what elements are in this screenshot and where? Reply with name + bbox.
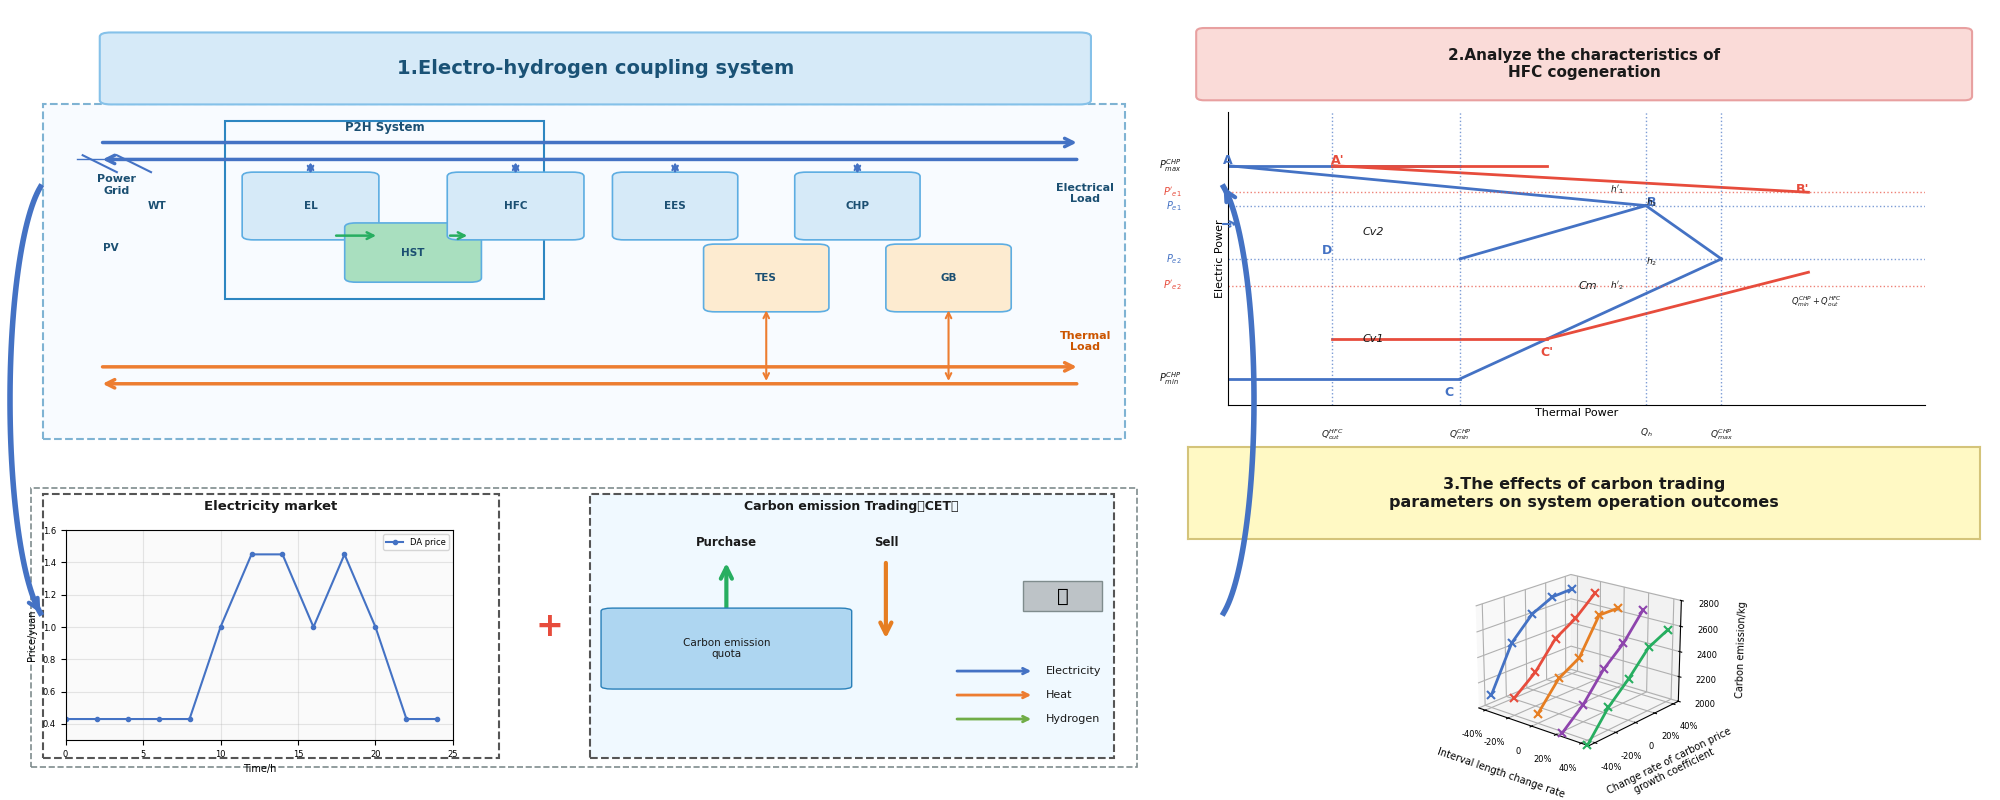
Y-axis label: Price/yuan: Price/yuan [28, 610, 38, 661]
Text: Hydrogen: Hydrogen [1046, 714, 1100, 724]
Text: $P^{CHP}_{min}$: $P^{CHP}_{min}$ [1158, 370, 1182, 387]
DA price [84, 714, 108, 724]
Text: B': B' [1796, 183, 1810, 196]
Text: 2.Analyze the characteristics of
HFC cogeneration: 2.Analyze the characteristics of HFC cog… [1448, 48, 1720, 80]
FancyBboxPatch shape [794, 172, 920, 240]
DA price [54, 714, 78, 724]
Text: Electricity market: Electricity market [204, 500, 338, 513]
FancyBboxPatch shape [448, 172, 584, 240]
X-axis label: Interval length change rate: Interval length change rate [1436, 746, 1566, 799]
Text: Electrical
Load: Electrical Load [1056, 182, 1114, 204]
Text: EES: EES [664, 201, 686, 211]
Text: 🏭: 🏭 [1056, 586, 1068, 606]
Text: $P^{CHP}_{max}$: $P^{CHP}_{max}$ [1158, 158, 1182, 174]
Text: Cv1: Cv1 [1362, 334, 1384, 344]
FancyBboxPatch shape [100, 33, 1090, 105]
Text: $Q_h$: $Q_h$ [1640, 426, 1652, 439]
FancyBboxPatch shape [612, 172, 738, 240]
FancyBboxPatch shape [704, 244, 828, 312]
Y-axis label: Electric Power: Electric Power [1216, 219, 1226, 298]
Text: Cm: Cm [1578, 281, 1598, 290]
Text: Power
Grid: Power Grid [98, 174, 136, 196]
Text: HST: HST [402, 247, 424, 258]
Text: $P'_{e2}$: $P'_{e2}$ [1162, 278, 1182, 293]
Text: 3.The effects of carbon trading
parameters on system operation outcomes: 3.The effects of carbon trading paramete… [1390, 478, 1780, 510]
Text: $h_2$: $h_2$ [1646, 255, 1658, 268]
Text: $Q^{CHP}_{min}+Q^{HFC}_{out}$: $Q^{CHP}_{min}+Q^{HFC}_{out}$ [1792, 294, 1842, 309]
DA price [116, 714, 140, 724]
Text: EL: EL [304, 201, 318, 211]
Text: $Q^{CHP}_{min}$: $Q^{CHP}_{min}$ [1448, 426, 1472, 442]
Text: $Q^{HFC}_{out}$: $Q^{HFC}_{out}$ [1322, 426, 1344, 442]
Y-axis label: Change rate of carbon price
growth coefficient: Change rate of carbon price growth coeff… [1606, 726, 1738, 800]
FancyBboxPatch shape [1022, 581, 1102, 611]
FancyBboxPatch shape [42, 105, 1126, 438]
Text: Cv2: Cv2 [1362, 227, 1384, 238]
Text: D: D [1322, 245, 1332, 258]
FancyBboxPatch shape [344, 223, 482, 282]
DA price [394, 714, 418, 724]
Text: C: C [1444, 386, 1454, 398]
X-axis label: Time/h: Time/h [242, 764, 276, 774]
Text: C': C' [1540, 346, 1554, 358]
Text: $Q^{CHP}_{max}$: $Q^{CHP}_{max}$ [1710, 426, 1732, 442]
Text: Carbon emission Trading（CET）: Carbon emission Trading（CET） [744, 500, 958, 513]
Text: B: B [1646, 197, 1656, 210]
Line: DA price: DA price [64, 552, 440, 721]
Text: HFC: HFC [504, 201, 528, 211]
Text: WT: WT [148, 201, 166, 211]
DA price [332, 550, 356, 559]
Text: $h_1$: $h_1$ [1646, 197, 1658, 209]
Text: Carbon emission
quota: Carbon emission quota [682, 638, 770, 659]
Text: $h'_1$: $h'_1$ [1610, 183, 1624, 196]
Text: 1.Electro-hydrogen coupling system: 1.Electro-hydrogen coupling system [396, 59, 794, 78]
DA price [270, 550, 294, 559]
Text: $P'_{e1}$: $P'_{e1}$ [1162, 186, 1182, 199]
Text: P2H System: P2H System [344, 121, 424, 134]
Legend: DA price: DA price [382, 534, 448, 550]
DA price [364, 622, 388, 632]
Text: +: + [536, 610, 564, 642]
Text: GB: GB [940, 273, 956, 283]
Text: Thermal
Load: Thermal Load [1060, 330, 1110, 352]
Text: $P_{e1}$: $P_{e1}$ [1166, 198, 1182, 213]
Text: PV: PV [104, 243, 118, 254]
Text: CHP: CHP [846, 201, 870, 211]
DA price [302, 622, 326, 632]
FancyBboxPatch shape [42, 494, 498, 758]
Text: Sell: Sell [874, 536, 898, 549]
Text: A: A [1224, 154, 1232, 167]
DA price [208, 622, 232, 632]
DA price [146, 714, 170, 724]
Text: Heat: Heat [1046, 690, 1072, 700]
Text: Electricity: Electricity [1046, 666, 1100, 676]
FancyBboxPatch shape [590, 494, 1114, 758]
DA price [240, 550, 264, 559]
Text: $P_{e2}$: $P_{e2}$ [1166, 252, 1182, 266]
FancyBboxPatch shape [242, 172, 378, 240]
FancyBboxPatch shape [1196, 28, 1972, 100]
DA price [178, 714, 202, 724]
DA price [426, 714, 450, 724]
FancyBboxPatch shape [602, 608, 852, 689]
Text: $h'_2$: $h'_2$ [1610, 279, 1624, 292]
Text: Purchase: Purchase [696, 536, 756, 549]
Text: A': A' [1332, 154, 1344, 167]
FancyBboxPatch shape [886, 244, 1012, 312]
X-axis label: Thermal Power: Thermal Power [1534, 408, 1618, 418]
Text: TES: TES [756, 273, 778, 283]
